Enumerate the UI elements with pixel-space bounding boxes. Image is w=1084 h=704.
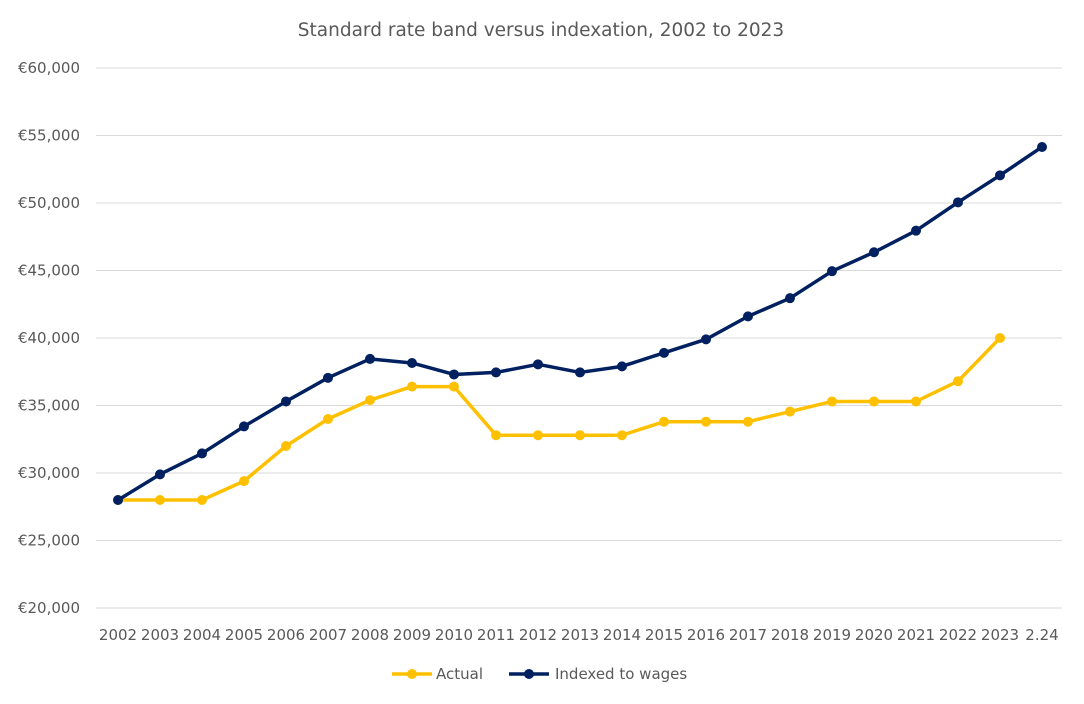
data-point	[323, 372, 333, 383]
legend: Actual Indexed to wages	[392, 665, 687, 683]
chart-title: Standard rate band versus indexation, 20…	[298, 20, 784, 41]
data-point	[365, 395, 375, 406]
legend-item: Indexed to wages	[509, 665, 687, 683]
y-tick-label: €60,000	[18, 59, 80, 77]
y-tick-label: €50,000	[18, 194, 80, 212]
data-point	[869, 247, 879, 258]
series-line	[116, 145, 1044, 502]
series-line	[116, 336, 1002, 502]
data-point	[491, 430, 501, 441]
data-point	[659, 416, 669, 427]
data-point	[491, 367, 501, 378]
x-tick-label: 2020	[855, 626, 893, 644]
data-point	[911, 225, 921, 236]
x-tick-label: 2006	[267, 626, 305, 644]
y-tick-label: €55,000	[18, 127, 80, 145]
y-tick-label: €25,000	[18, 532, 80, 550]
data-point	[659, 347, 669, 358]
x-tick-label: 2.24	[1025, 626, 1058, 644]
data-point	[407, 381, 417, 392]
x-tick-label: 2009	[393, 626, 431, 644]
data-point	[281, 396, 291, 407]
data-point	[911, 396, 921, 407]
y-tick-label: €30,000	[18, 464, 80, 482]
x-tick-label: 2005	[225, 626, 263, 644]
x-tick-label: 2007	[309, 626, 347, 644]
data-point	[365, 353, 375, 364]
legend-swatch-marker	[407, 669, 417, 679]
series-indexed-to-wages	[113, 141, 1047, 505]
series-layer	[113, 141, 1047, 505]
data-point	[827, 396, 837, 407]
x-tick-label: 2003	[141, 626, 179, 644]
x-tick-label: 2022	[939, 626, 977, 644]
data-point	[281, 441, 291, 451]
x-tick-label: 2008	[351, 626, 389, 644]
data-point	[1037, 141, 1047, 152]
data-point	[323, 414, 333, 424]
legend-label: Indexed to wages	[555, 665, 687, 683]
x-tick-label: 2017	[729, 626, 767, 644]
data-point	[701, 416, 711, 427]
data-point	[155, 469, 165, 480]
gridlines	[96, 67, 1062, 609]
legend-label: Actual	[436, 665, 483, 683]
y-tick-label: €40,000	[18, 329, 80, 347]
y-tick-label: €35,000	[18, 397, 80, 415]
x-tick-label: 2011	[477, 626, 515, 644]
data-point	[575, 367, 585, 378]
data-point	[869, 396, 879, 407]
data-point	[533, 430, 543, 441]
data-point	[449, 369, 459, 380]
data-point	[575, 430, 585, 441]
data-point	[449, 381, 459, 392]
data-point	[785, 293, 795, 304]
legend-swatch-marker	[524, 669, 534, 679]
x-tick-label: 2023	[981, 626, 1019, 644]
data-point	[995, 333, 1005, 343]
x-tick-label: 2019	[813, 626, 851, 644]
data-point	[197, 448, 207, 459]
x-tick-label: 2002	[99, 626, 137, 644]
data-point	[533, 359, 543, 370]
x-axis: 2002 2003 2004 2005 2006 2007 2008 2009 2010 2011…	[99, 626, 1059, 644]
x-tick-label: 2010	[435, 626, 473, 644]
data-point	[827, 266, 837, 277]
y-tick-label: €20,000	[18, 599, 80, 617]
data-point	[953, 197, 963, 208]
data-point	[617, 361, 627, 372]
x-tick-label: 2018	[771, 626, 809, 644]
legend-item: Actual	[392, 665, 483, 683]
series-actual	[113, 333, 1005, 505]
data-point	[155, 495, 165, 505]
x-tick-label: 2015	[645, 626, 683, 644]
data-point	[953, 376, 963, 387]
x-tick-label: 2013	[561, 626, 599, 644]
data-point	[743, 416, 753, 427]
data-point	[743, 311, 753, 322]
y-tick-label: €45,000	[18, 262, 80, 280]
data-point	[995, 170, 1005, 181]
x-tick-label: 2012	[519, 626, 557, 644]
data-point	[617, 430, 627, 441]
x-tick-label: 2004	[183, 626, 221, 644]
data-point	[197, 495, 207, 505]
y-axis: €20,000 €25,000 €30,000 €35,000 €40,000 €45,0…	[18, 59, 80, 617]
data-point	[113, 495, 123, 505]
x-tick-label: 2021	[897, 626, 935, 644]
data-point	[239, 476, 249, 487]
x-tick-label: 2014	[603, 626, 641, 644]
data-point	[785, 406, 795, 417]
data-point	[701, 334, 711, 345]
data-point	[239, 421, 249, 432]
data-point	[407, 357, 417, 368]
x-tick-label: 2016	[687, 626, 725, 644]
